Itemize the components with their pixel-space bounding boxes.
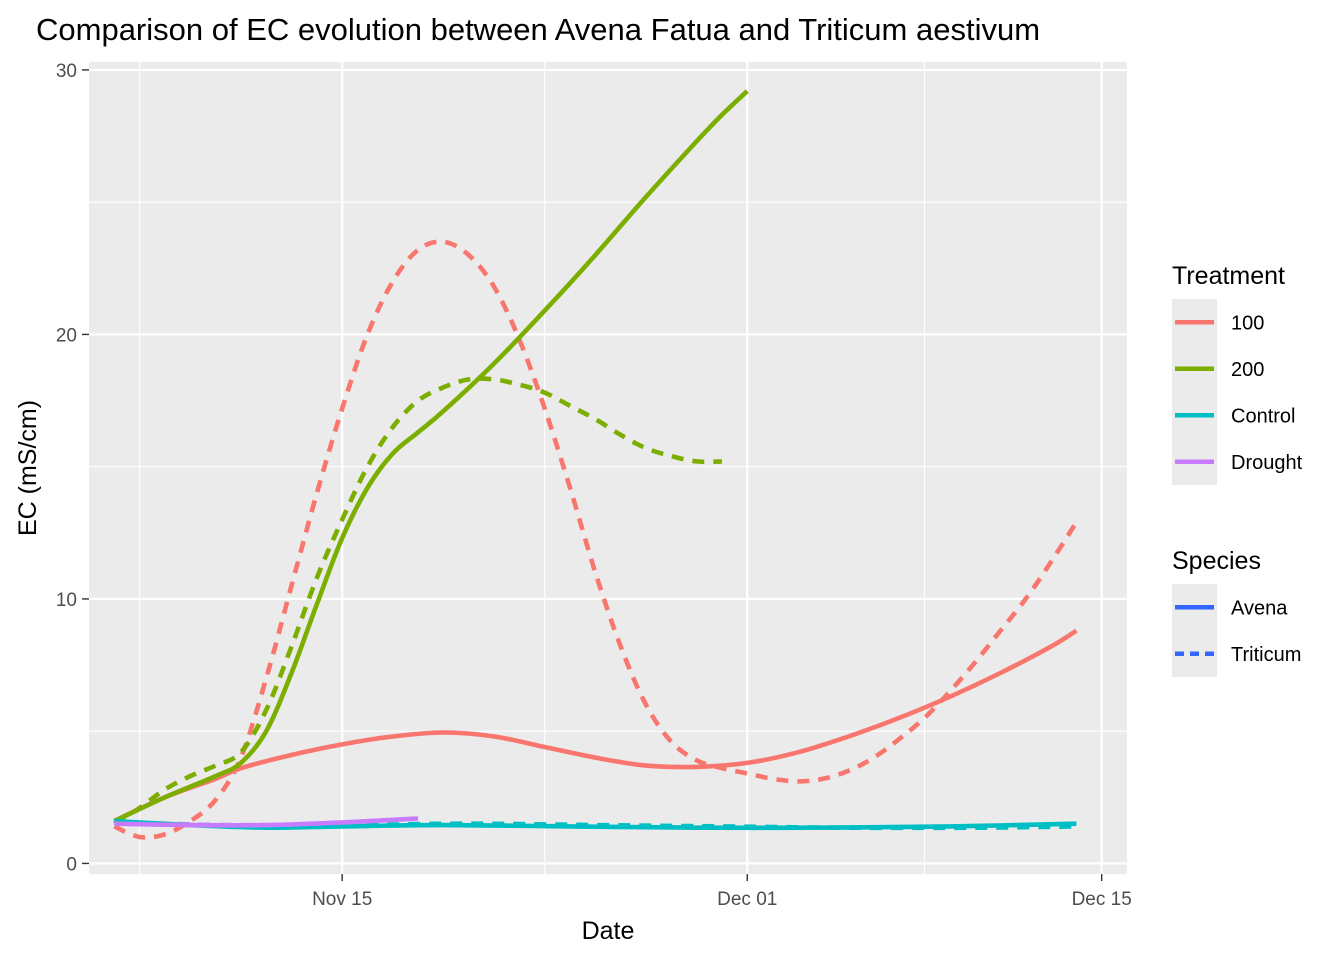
legend-title: Treatment <box>1172 262 1285 290</box>
x-axis: Nov 15 Dec 01 Dec 15 <box>312 874 1132 910</box>
legend-key-background <box>1172 584 1217 677</box>
y-tick-label: 30 <box>56 61 77 82</box>
y-axis-title: EC (mS/cm) <box>14 400 42 536</box>
legend-title: Species <box>1172 547 1261 575</box>
series-line-drought-avena <box>114 816 419 828</box>
legend-key-background <box>1172 299 1217 485</box>
x-tick-label: Nov 15 <box>312 889 372 910</box>
series-line-100-triticum <box>113 239 1079 840</box>
x-tick-label: Dec 01 <box>717 889 777 910</box>
chart-title: Comparison of EC evolution between Avena… <box>36 12 1040 47</box>
series-line-200-triticum <box>113 376 722 826</box>
series-line-100-avena <box>113 628 1078 824</box>
legend-label: Triticum <box>1231 644 1301 666</box>
series-layer <box>113 89 1079 840</box>
legend-label: Drought <box>1231 452 1303 474</box>
x-axis-title: Date <box>582 917 635 945</box>
major-gridlines <box>89 62 1127 874</box>
y-tick-label: 10 <box>56 590 77 611</box>
y-tick-label: 20 <box>56 325 77 346</box>
legend-label: Avena <box>1231 597 1288 619</box>
legend-label: 100 <box>1231 312 1264 334</box>
y-tick-label: 0 <box>66 854 77 875</box>
legend-label: Control <box>1231 405 1295 427</box>
y-axis: 0 10 20 30 <box>56 61 89 875</box>
x-tick-label: Dec 15 <box>1072 889 1132 910</box>
series-line-200-avena <box>113 89 749 824</box>
legend: Treatment 100 200 Control Drought Species Aven… <box>1172 262 1303 677</box>
minor-gridlines <box>89 62 1127 874</box>
legend-label: 200 <box>1231 359 1264 381</box>
